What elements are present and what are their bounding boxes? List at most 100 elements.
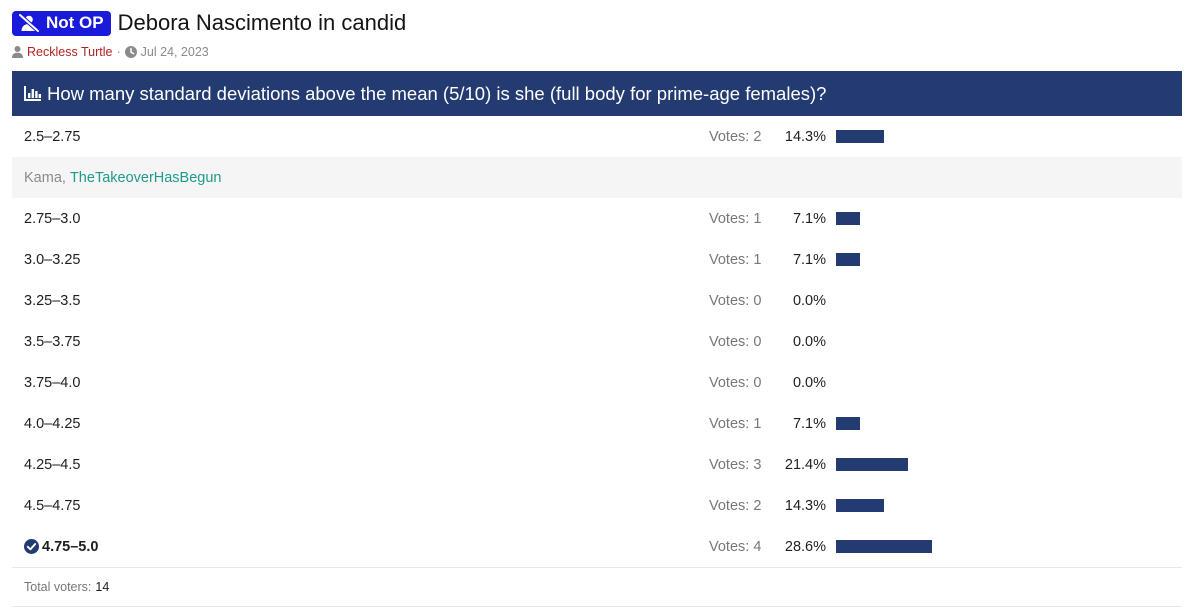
votes-label: Votes:	[709, 128, 750, 145]
votes-count: 0	[753, 333, 762, 350]
votes-count: 2	[753, 128, 762, 145]
votes-label: Votes:	[709, 374, 750, 391]
poll-question: How many standard deviations above the m…	[47, 82, 827, 104]
poll-option-bar	[836, 253, 860, 266]
poll-option-votes: Votes: 3	[709, 457, 761, 473]
poll-option-selected[interactable]: 4.75–5.0 Votes: 4 28.6%	[12, 526, 1182, 567]
user-slash-icon	[18, 14, 40, 32]
votes-count: 3	[753, 456, 762, 473]
votes-count: 4	[753, 538, 762, 555]
poll-option[interactable]: 4.0–4.25 Votes: 1 7.1%	[12, 403, 1182, 444]
poll-voters-list: Kama, TheTakeoverHasBegun	[12, 157, 1182, 198]
poll-option-bar-track	[836, 417, 1004, 430]
thread-meta: Reckless Turtle · Jul 24, 2023	[12, 44, 209, 60]
poll-option-percent: 0.0%	[792, 333, 826, 350]
poll-option-bar-track	[836, 376, 1004, 389]
user-icon	[12, 46, 23, 58]
poll-footer: Total voters: 14	[12, 567, 1182, 607]
poll-option-votes: Votes: 0	[709, 375, 761, 391]
votes-count: 2	[753, 497, 762, 514]
votes-label: Votes:	[709, 456, 750, 473]
votes-count: 1	[753, 251, 762, 268]
votes-label: Votes:	[709, 210, 750, 227]
poll-option-label-selected: 4.75–5.0	[24, 539, 98, 555]
poll-option-label: 4.25–4.5	[24, 456, 81, 473]
poll-option-percent: 0.0%	[792, 374, 826, 391]
poll-option-bar-track	[836, 458, 1004, 471]
votes-count: 1	[753, 415, 762, 432]
poll-option-percent: 14.3%	[784, 128, 826, 145]
poll-option-label-text: 4.75–5.0	[42, 538, 99, 555]
poll-option-label: 4.5–4.75	[24, 497, 81, 514]
poll-option-label: 2.5–2.75	[24, 128, 81, 145]
votes-label: Votes:	[709, 415, 750, 432]
poll-option-percent: 7.1%	[792, 415, 826, 432]
poll-option-bar	[836, 540, 933, 553]
poll-option[interactable]: 3.5–3.75 Votes: 0 0.0%	[12, 321, 1182, 362]
poll-option[interactable]: 3.75–4.0 Votes: 0 0.0%	[12, 362, 1182, 403]
meta-separator: ·	[116, 45, 121, 59]
poll-option-bar-track	[836, 294, 1004, 307]
poll-option-bar-track	[836, 253, 1004, 266]
poll-option[interactable]: 3.25–3.5 Votes: 0 0.0%	[12, 280, 1182, 321]
votes-count: 0	[753, 292, 762, 309]
poll-option-votes: Votes: 2	[709, 498, 761, 514]
poll-option-votes: Votes: 0	[709, 334, 761, 350]
poll-option-votes: Votes: 1	[709, 211, 761, 227]
poll-option-bar-track	[836, 335, 1004, 348]
poll-option-bar	[836, 212, 860, 225]
poll-option-bar	[836, 458, 908, 471]
poll-option-bar-track	[836, 212, 1004, 225]
poll-option-votes: Votes: 1	[709, 416, 761, 432]
voter-link[interactable]: Kama	[24, 169, 62, 186]
poll-option-percent: 7.1%	[792, 251, 826, 268]
poll-option-votes: Votes: 4	[709, 539, 761, 555]
thread-title: Debora Nascimento in candid	[117, 10, 407, 35]
poll-option-percent: 14.3%	[784, 497, 826, 514]
poll-option[interactable]: 3.0–3.25 Votes: 1 7.1%	[12, 239, 1182, 280]
poll-option-label: 3.5–3.75	[24, 333, 81, 350]
voter-link[interactable]: TheTakeoverHasBegun	[69, 169, 222, 186]
author-link[interactable]: Reckless Turtle	[27, 45, 113, 59]
poll-option-bar	[836, 130, 885, 143]
poll-option-label: 3.25–3.5	[24, 292, 81, 309]
poll-block: How many standard deviations above the m…	[12, 71, 1182, 607]
poll-option-bar-track	[836, 499, 1004, 512]
prefix-badge[interactable]: Not OP	[12, 10, 111, 36]
poll-option-label: 2.75–3.0	[24, 210, 81, 227]
poll-option-label: 3.75–4.0	[24, 374, 81, 391]
clock-icon	[124, 46, 137, 58]
poll-option-label: 3.0–3.25	[24, 251, 81, 268]
votes-label: Votes:	[709, 538, 750, 555]
prefix-label: Not OP	[46, 13, 104, 32]
post-date[interactable]: Jul 24, 2023	[140, 45, 209, 59]
votes-label: Votes:	[709, 333, 750, 350]
poll-option-votes: Votes: 0	[709, 293, 761, 309]
votes-count: 0	[753, 374, 762, 391]
poll-option-votes: Votes: 2	[709, 129, 761, 145]
poll-option[interactable]: 4.5–4.75 Votes: 2 14.3%	[12, 485, 1182, 526]
poll-option-label: 4.0–4.25	[24, 415, 81, 432]
poll-option-percent: 28.6%	[784, 538, 826, 555]
poll-header: How many standard deviations above the m…	[12, 71, 1182, 116]
thread-title-row: Not OP Debora Nascimento in candid	[12, 9, 406, 37]
check-circle-icon	[24, 539, 39, 554]
poll-option[interactable]: 4.25–4.5 Votes: 3 21.4%	[12, 444, 1182, 485]
votes-count: 1	[753, 210, 762, 227]
voter-separator: ,	[61, 169, 70, 186]
poll-option-percent: 0.0%	[792, 292, 826, 309]
bar-chart-icon	[24, 86, 41, 101]
votes-label: Votes:	[709, 292, 750, 309]
poll-option-bar-track	[836, 130, 1004, 143]
total-voters-count: 14	[95, 580, 110, 594]
poll-option[interactable]: 2.5–2.75 Votes: 2 14.3%	[12, 116, 1182, 157]
poll-option[interactable]: 2.75–3.0 Votes: 1 7.1%	[12, 198, 1182, 239]
poll-option-bar	[836, 417, 860, 430]
poll-option-percent: 7.1%	[792, 210, 826, 227]
poll-option-bar-track	[836, 540, 1004, 553]
total-voters-label: Total voters:	[24, 580, 92, 594]
poll-option-votes: Votes: 1	[709, 252, 761, 268]
poll-option-bar	[836, 499, 885, 512]
votes-label: Votes:	[709, 497, 750, 514]
poll-option-percent: 21.4%	[784, 456, 826, 473]
